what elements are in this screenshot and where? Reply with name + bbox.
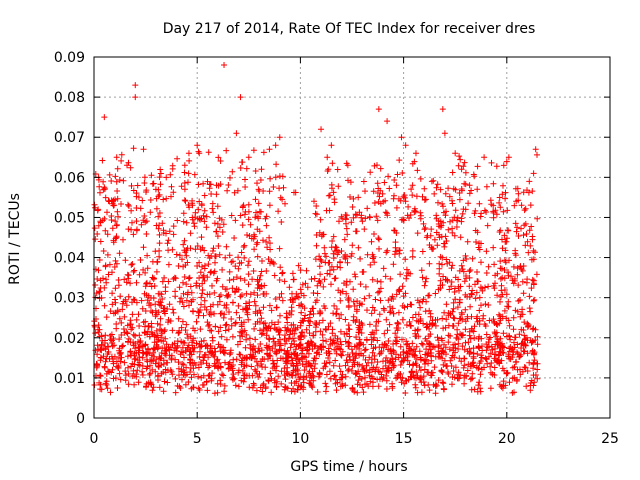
y-axis-ticks: 0 0.01 0.02 0.03 0.04 0.05 0.06 0.07 0.08 0.09 bbox=[54, 50, 610, 427]
data-points bbox=[91, 62, 541, 397]
plot-frame bbox=[93, 56, 611, 419]
data-point bbox=[113, 154, 120, 161]
y-tick-label: 0.02 bbox=[54, 331, 85, 347]
data-point bbox=[237, 94, 244, 101]
y-tick-label: 0.07 bbox=[54, 130, 85, 146]
y-tick-label: 0.03 bbox=[54, 291, 85, 307]
x-tick-label: 20 bbox=[498, 431, 516, 447]
data-point bbox=[194, 142, 201, 149]
y-tick-label: 0.08 bbox=[54, 90, 85, 106]
data-point bbox=[505, 154, 512, 161]
x-tick-label: 0 bbox=[90, 431, 99, 447]
data-point bbox=[439, 106, 446, 113]
y-tick-label: 0.01 bbox=[54, 371, 85, 387]
data-point bbox=[530, 170, 537, 177]
data-point bbox=[412, 150, 419, 157]
data-point bbox=[481, 154, 488, 161]
x-axis-label: GPS time / hours bbox=[290, 459, 407, 475]
y-tick-label: 0.06 bbox=[54, 170, 85, 186]
data-point bbox=[324, 154, 331, 161]
data-point bbox=[124, 162, 131, 169]
data-point-cloud bbox=[91, 145, 541, 397]
chart-title: Day 217 of 2014, Rate Of TEC Index for r… bbox=[163, 21, 536, 37]
data-point bbox=[375, 106, 382, 113]
x-tick-label: 15 bbox=[395, 431, 413, 447]
data-point bbox=[152, 186, 159, 193]
data-point bbox=[266, 146, 273, 153]
data-point bbox=[384, 118, 391, 125]
data-point bbox=[402, 142, 409, 149]
y-tick-label: 0.05 bbox=[54, 210, 85, 226]
data-point bbox=[276, 134, 283, 141]
y-tick-label: 0.04 bbox=[54, 251, 85, 267]
data-point bbox=[95, 206, 102, 213]
data-point bbox=[398, 134, 405, 141]
data-point bbox=[318, 126, 325, 133]
data-point bbox=[221, 62, 228, 69]
x-tick-label: 10 bbox=[291, 431, 309, 447]
data-point bbox=[355, 194, 362, 201]
data-point bbox=[532, 146, 539, 153]
data-point bbox=[132, 82, 139, 89]
x-axis-ticks: 0 5 10 15 20 25 bbox=[90, 57, 619, 447]
x-tick-label: 5 bbox=[193, 431, 202, 447]
data-point bbox=[196, 150, 203, 157]
data-point bbox=[163, 174, 170, 181]
data-point bbox=[245, 154, 252, 161]
data-point bbox=[344, 162, 351, 169]
data-point bbox=[328, 142, 335, 149]
y-axis-label: ROTI / TECUs bbox=[7, 193, 23, 285]
data-point bbox=[185, 150, 192, 157]
data-point bbox=[101, 114, 108, 121]
x-tick-label: 25 bbox=[601, 431, 619, 447]
y-tick-label: 0 bbox=[76, 411, 85, 427]
data-point bbox=[233, 130, 240, 137]
data-point bbox=[441, 130, 448, 137]
data-point bbox=[181, 162, 188, 169]
data-point bbox=[132, 94, 139, 101]
y-tick-label: 0.09 bbox=[54, 50, 85, 66]
data-point bbox=[452, 150, 459, 157]
data-point bbox=[140, 146, 147, 153]
data-point bbox=[272, 142, 279, 149]
